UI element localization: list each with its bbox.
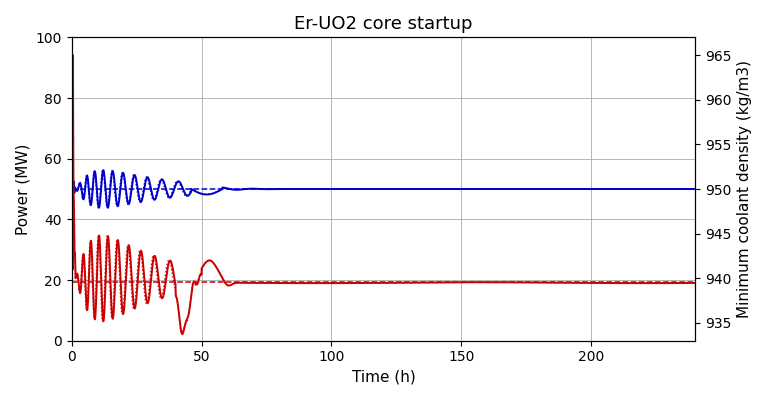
Y-axis label: Minimum coolant density (kg/m3): Minimum coolant density (kg/m3) [737,60,752,318]
Title: Er-UO2 core startup: Er-UO2 core startup [295,15,472,33]
X-axis label: Time (h): Time (h) [351,370,415,385]
Y-axis label: Power (MW): Power (MW) [15,143,30,235]
